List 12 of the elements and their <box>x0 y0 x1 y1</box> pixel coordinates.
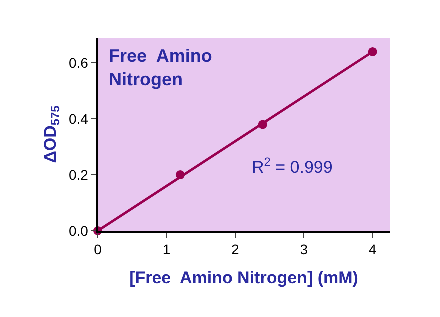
x-tick-label: 4 <box>368 242 377 258</box>
x-tick-label: 1 <box>162 242 171 258</box>
x-tick-label: 0 <box>94 242 102 258</box>
annotation: R$^{2}$ = 0.999 <box>252 155 333 178</box>
x-axis-title: [Free Amino Nitrogen] (mM) <box>130 268 358 288</box>
y-tick-label: 0.2 <box>68 166 89 183</box>
y-tick-label: 0.4 <box>68 111 89 128</box>
y-tick-label: 0.0 <box>68 222 89 239</box>
y-tick-label: 0.6 <box>68 55 89 72</box>
x-tick-label: 3 <box>300 242 308 258</box>
text: Free Amino Nitrogen <box>109 46 212 90</box>
x-tick-label: 2 <box>232 242 240 258</box>
